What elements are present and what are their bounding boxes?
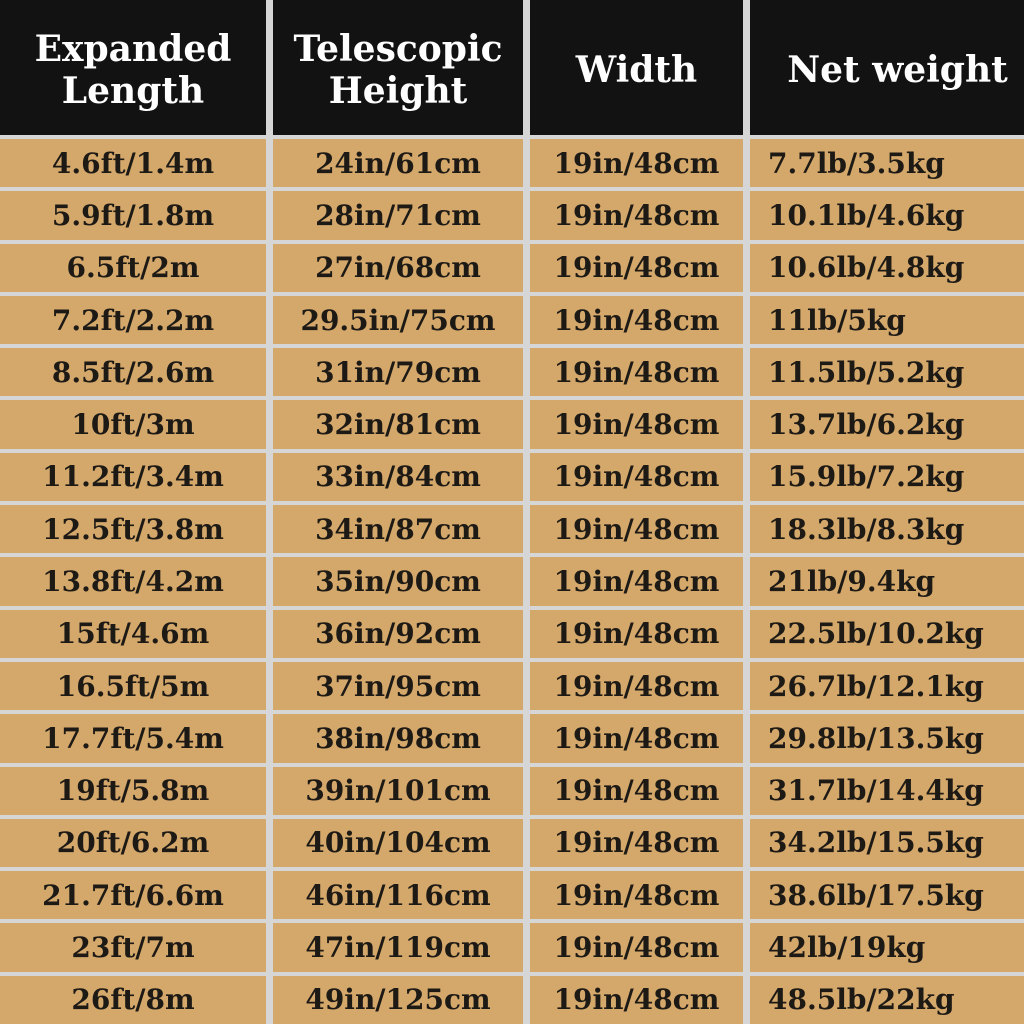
cell-telescopic-height: 34in/87cm [273, 505, 523, 554]
cell-net-weight: 29.8lb/13.5kg [750, 714, 1024, 763]
cell-width: 19in/48cm [530, 348, 743, 397]
cell-width: 19in/48cm [530, 661, 743, 711]
cell-net-weight: 26.7lb/12.1kg [750, 661, 1024, 711]
cell-net-weight: 13.7lb/6.2kg [750, 400, 1024, 449]
cell-net-weight: 10.6lb/4.8kg [750, 243, 1024, 292]
cell-telescopic-height: 27in/68cm [273, 243, 523, 292]
cell-expanded-length: 15ft/4.6m [0, 609, 266, 658]
cell-telescopic-height: 36in/92cm [273, 609, 523, 658]
cell-width: 19in/48cm [530, 923, 743, 972]
cell-expanded-length: 17.7ft/5.4m [0, 714, 266, 763]
cell-telescopic-height: 24in/61cm [273, 139, 523, 188]
cell-width: 19in/48cm [530, 818, 743, 868]
cell-telescopic-height: 49in/125cm [273, 975, 523, 1024]
cell-net-weight: 11.5lb/5.2kg [750, 348, 1024, 397]
cell-expanded-length: 16.5ft/5m [0, 661, 266, 711]
cell-width: 19in/48cm [530, 714, 743, 763]
cell-width: 19in/48cm [530, 975, 743, 1024]
cell-expanded-length: 10ft/3m [0, 400, 266, 449]
cell-width: 19in/48cm [530, 243, 743, 292]
header-net-weight: Net weight [750, 0, 1024, 135]
cell-expanded-length: 4.6ft/1.4m [0, 139, 266, 188]
header-width: Width [530, 0, 743, 135]
cell-expanded-length: 26ft/8m [0, 975, 266, 1024]
cell-expanded-length: 23ft/7m [0, 923, 266, 972]
cell-width: 19in/48cm [530, 766, 743, 815]
cell-expanded-length: 8.5ft/2.6m [0, 348, 266, 397]
cell-expanded-length: 5.9ft/1.8m [0, 191, 266, 240]
cell-width: 19in/48cm [530, 139, 743, 188]
cell-net-weight: 48.5lb/22kg [750, 975, 1024, 1024]
cell-expanded-length: 6.5ft/2m [0, 243, 266, 292]
cell-net-weight: 11lb/5kg [750, 295, 1024, 345]
header-expanded-length: Expanded Length [0, 0, 266, 135]
cell-telescopic-height: 28in/71cm [273, 191, 523, 240]
cell-expanded-length: 21.7ft/6.6m [0, 871, 266, 920]
cell-width: 19in/48cm [530, 295, 743, 345]
cell-expanded-length: 19ft/5.8m [0, 766, 266, 815]
cell-expanded-length: 12.5ft/3.8m [0, 505, 266, 554]
cell-telescopic-height: 40in/104cm [273, 818, 523, 868]
cell-telescopic-height: 32in/81cm [273, 400, 523, 449]
cell-expanded-length: 11.2ft/3.4m [0, 452, 266, 502]
header-telescopic-height: Telescopic Height [273, 0, 523, 135]
cell-expanded-length: 13.8ft/4.2m [0, 557, 266, 606]
cell-net-weight: 34.2lb/15.5kg [750, 818, 1024, 868]
cell-telescopic-height: 38in/98cm [273, 714, 523, 763]
cell-width: 19in/48cm [530, 557, 743, 606]
cell-telescopic-height: 33in/84cm [273, 452, 523, 502]
cell-expanded-length: 7.2ft/2.2m [0, 295, 266, 345]
cell-net-weight: 21lb/9.4kg [750, 557, 1024, 606]
cell-net-weight: 15.9lb/7.2kg [750, 452, 1024, 502]
cell-width: 19in/48cm [530, 505, 743, 554]
cell-net-weight: 38.6lb/17.5kg [750, 871, 1024, 920]
cell-width: 19in/48cm [530, 609, 743, 658]
cell-net-weight: 22.5lb/10.2kg [750, 609, 1024, 658]
cell-telescopic-height: 35in/90cm [273, 557, 523, 606]
cell-width: 19in/48cm [530, 452, 743, 502]
cell-expanded-length: 20ft/6.2m [0, 818, 266, 868]
cell-net-weight: 7.7lb/3.5kg [750, 139, 1024, 188]
cell-net-weight: 42lb/19kg [750, 923, 1024, 972]
cell-net-weight: 31.7lb/14.4kg [750, 766, 1024, 815]
cell-width: 19in/48cm [530, 871, 743, 920]
cell-width: 19in/48cm [530, 191, 743, 240]
cell-net-weight: 18.3lb/8.3kg [750, 505, 1024, 554]
cell-width: 19in/48cm [530, 400, 743, 449]
cell-telescopic-height: 37in/95cm [273, 661, 523, 711]
cell-telescopic-height: 31in/79cm [273, 348, 523, 397]
cell-telescopic-height: 47in/119cm [273, 923, 523, 972]
cell-telescopic-height: 39in/101cm [273, 766, 523, 815]
cell-net-weight: 10.1lb/4.6kg [750, 191, 1024, 240]
cell-telescopic-height: 46in/116cm [273, 871, 523, 920]
cell-telescopic-height: 29.5in/75cm [273, 295, 523, 345]
